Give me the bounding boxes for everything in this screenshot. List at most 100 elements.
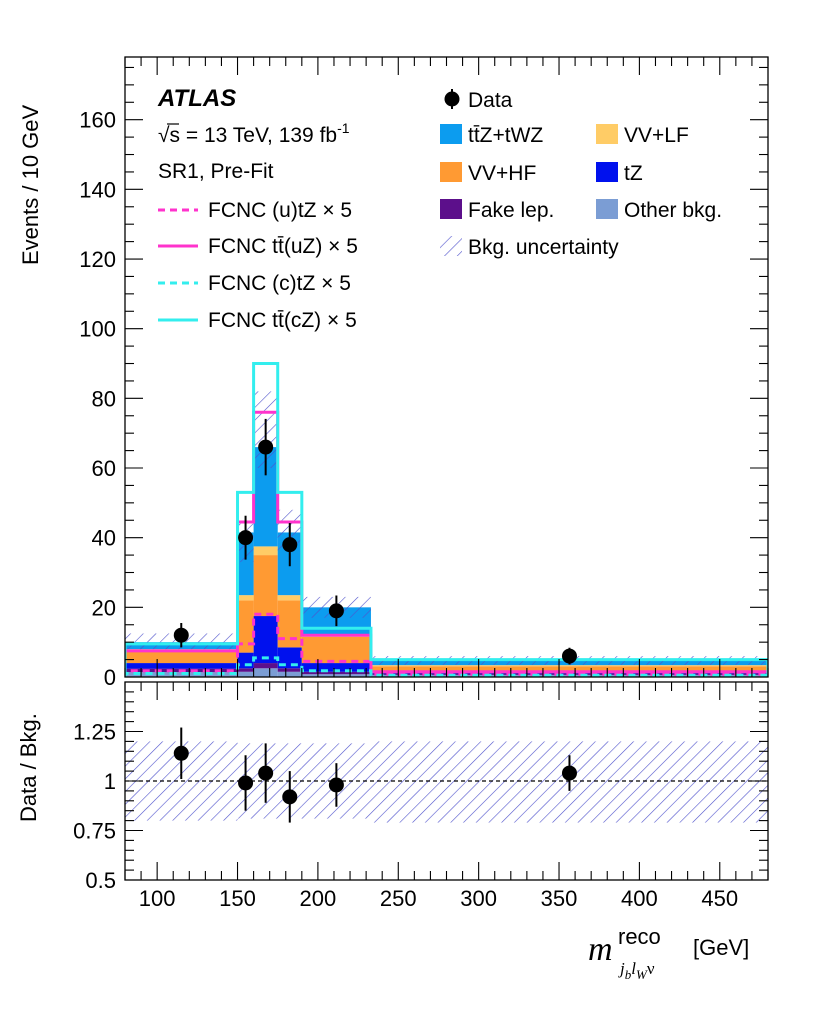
legend-other-bkg: Other bkg.	[596, 199, 722, 222]
signal-histograms	[125, 362, 768, 677]
x-axis-symbol: m	[588, 931, 613, 968]
svg-text:VV+LF: VV+LF	[624, 124, 689, 147]
ratio-point-2	[258, 765, 274, 781]
data-points	[173, 418, 577, 665]
legend-bkg-uncertainty: Bkg. uncertainty	[440, 236, 619, 259]
legend-vv-lf: VV+LF	[596, 124, 689, 147]
data-point-5	[561, 648, 577, 664]
data-point-3	[282, 537, 298, 553]
legend-data: Data	[444, 89, 513, 112]
svg-text:VV+HF: VV+HF	[468, 162, 536, 185]
xtick-label-250: 250	[380, 886, 417, 911]
data-point-1	[238, 530, 254, 546]
x-axis-subscript: jblWν	[618, 959, 655, 982]
legend-fcnc-utz: FCNC (u)tZ × 5	[158, 199, 352, 222]
ratio-point-0	[173, 745, 189, 761]
svg-text:Data: Data	[468, 89, 513, 112]
main-ytick-label-20: 20	[92, 595, 116, 620]
bar-vv-lf-bin-2	[253, 546, 278, 556]
main-y-axis-title: Events / 10 GeV	[18, 104, 43, 265]
signal-legend: FCNC (u)tZ × 5 FCNC tt̄(uZ) × 5 FCNC (c)…	[158, 199, 358, 332]
main-ytick-label-120: 120	[79, 247, 116, 272]
x-axis-superscript: reco	[618, 924, 661, 949]
region-label: SR1, Pre-Fit	[158, 160, 274, 183]
ratio-point-1	[238, 775, 254, 791]
xtick-label-100: 100	[139, 886, 176, 911]
xtick-label-200: 200	[300, 886, 337, 911]
bar-vv-lf-bin-3	[277, 595, 302, 601]
xtick-label-350: 350	[541, 886, 578, 911]
main-plot-frame	[124, 56, 769, 678]
xtick-label-150: 150	[219, 886, 256, 911]
xtick-label-400: 400	[621, 886, 658, 911]
bar-vv-hf-bin-4	[301, 636, 371, 664]
svg-text:tZ: tZ	[624, 162, 643, 185]
ratio-uncertainty-band	[125, 741, 768, 823]
main-ytick-label-140: 140	[79, 177, 116, 202]
bar-other-bkg-bin-4	[301, 674, 371, 677]
data-point-4	[328, 603, 344, 619]
ratio-axes-ticks: 0.5 0.75 1 1.25 100 150 200 250 300 350 400 450	[73, 681, 769, 911]
main-ytick-label-160: 160	[79, 108, 116, 133]
svg-text:Bkg. uncertainty: Bkg. uncertainty	[468, 236, 619, 259]
signal-line-2	[125, 656, 768, 677]
atlas-label: ATLAS	[157, 85, 236, 112]
svg-text:FCNC (c)tZ × 5: FCNC (c)tZ × 5	[208, 272, 351, 295]
background-legend: Data tt̄Z+tWZ VV+LF VV+HF tZ Fake lep. O…	[440, 89, 722, 259]
xtick-label-450: 450	[701, 886, 738, 911]
ratio-point-4	[328, 777, 344, 793]
main-axes-ticks: 0 20 40 60 80 100 120 140 160	[79, 57, 769, 690]
bar-other-bkg-bin-2	[253, 668, 278, 677]
main-ytick-label-100: 100	[79, 317, 116, 342]
legend-fcnc-ttuz: FCNC tt̄(uZ) × 5	[158, 235, 358, 258]
main-ytick-label-40: 40	[92, 526, 116, 551]
bar-vv-hf-bin-2	[253, 555, 278, 617]
ratio-ytick-label-3: 1.25	[73, 720, 116, 745]
bar-fake-lep-bin-2	[253, 663, 278, 669]
data-point-2	[258, 439, 274, 455]
svg-text:tt̄Z+tWZ: tt̄Z+tWZ	[468, 124, 543, 147]
svg-text:FCNC tt̄(uZ) × 5: FCNC tt̄(uZ) × 5	[208, 235, 358, 258]
x-axis-title: m reco jblWν [GeV]	[588, 924, 749, 982]
signal-line-3	[125, 362, 768, 677]
main-ytick-label-0: 0	[104, 665, 116, 690]
bar-vv-hf-bin-1	[237, 600, 254, 653]
legend-ttz-twz: tt̄Z+tWZ	[440, 124, 543, 147]
bar-tz-bin-2	[253, 616, 278, 664]
x-axis-unit: [GeV]	[693, 935, 749, 960]
background-uncertainty-band	[125, 391, 768, 665]
bar-vv-lf-bin-5	[370, 665, 768, 667]
legend-fcnc-ttcz: FCNC tt̄(cZ) × 5	[158, 309, 357, 332]
svg-text:FCNC tt̄(cZ) × 5: FCNC tt̄(cZ) × 5	[208, 309, 357, 332]
ratio-point-5	[561, 765, 577, 781]
bar-vv-hf-bin-0	[125, 650, 238, 664]
ratio-ytick-label-1: 0.75	[73, 819, 116, 844]
ratio-point-3	[282, 789, 298, 805]
svg-text:Fake lep.: Fake lep.	[468, 199, 554, 222]
bar-other-bkg-bin-1	[237, 671, 254, 677]
legend-fcnc-ctz: FCNC (c)tZ × 5	[158, 272, 351, 295]
lumi-unit-superscript: -1	[337, 120, 350, 136]
legend-fake-lep: Fake lep.	[440, 199, 554, 222]
bar-other-bkg-bin-3	[277, 671, 302, 677]
ratio-ytick-label-2: 1	[104, 769, 116, 794]
ratio-ytick-label-0: 0.5	[85, 868, 116, 893]
svg-text:FCNC (u)tZ × 5: FCNC (u)tZ × 5	[208, 199, 352, 222]
legend-vv-hf: VV+HF	[440, 162, 536, 185]
main-ytick-label-60: 60	[92, 456, 116, 481]
ratio-y-axis-title: Data / Bkg.	[16, 713, 41, 822]
legend-tz: tZ	[596, 162, 643, 185]
ratio-points	[173, 727, 577, 823]
bar-fake-lep-bin-3	[277, 668, 302, 672]
svg-text:Other bkg.: Other bkg.	[624, 199, 722, 222]
bar-tz-bin-4	[301, 663, 371, 672]
main-ytick-label-80: 80	[92, 386, 116, 411]
bar-fake-lep-bin-1	[237, 668, 254, 672]
energy-lumi-text: √s = 13 TeV, 139 fb	[158, 124, 337, 147]
bar-fake-lep-bin-4	[301, 671, 371, 675]
data-point-0	[173, 627, 189, 643]
bar-other-bkg-bin-0	[125, 672, 238, 677]
energy-lumi-label: √s = 13 TeV, 139 fb-1	[158, 120, 350, 147]
bar-tz-bin-0	[125, 663, 238, 669]
